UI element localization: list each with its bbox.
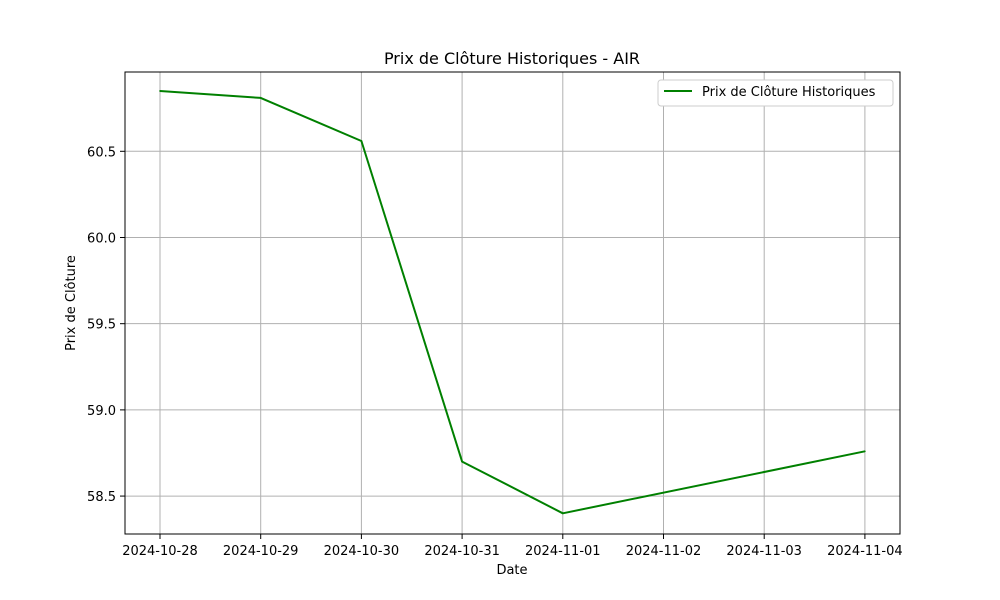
data-point [159, 90, 161, 92]
x-axis-label: Date [496, 563, 527, 578]
y-tick-label: 59.0 [87, 404, 116, 419]
y-tick-label: 60.5 [87, 145, 116, 160]
grid-lines [125, 72, 900, 534]
x-tick-label: 2024-10-28 [122, 544, 198, 559]
legend-label: Prix de Clôture Historiques [702, 85, 876, 100]
y-axis-ticks: 58.5 59.0 59.5 60.0 60.5 [87, 145, 125, 505]
plot-area [125, 72, 900, 534]
series-line [159, 90, 866, 515]
x-tick-label: 2024-11-01 [525, 544, 601, 559]
data-point [360, 140, 363, 142]
data-point [461, 460, 463, 463]
plot-frame [124, 71, 901, 535]
y-tick-label: 59.5 [87, 318, 116, 333]
y-tick-label: 60.0 [87, 231, 116, 246]
x-tick-label: 2024-11-03 [726, 544, 802, 559]
y-tick-label: 58.5 [87, 490, 116, 505]
x-tick-label: 2024-10-29 [223, 544, 299, 559]
x-tick-label: 2024-10-31 [424, 544, 500, 559]
x-tick-label: 2024-10-30 [324, 544, 400, 559]
legend: Prix de Clôture Historiques [657, 79, 894, 107]
data-point [259, 97, 262, 99]
x-tick-label: 2024-11-02 [626, 544, 702, 559]
data-point [864, 450, 866, 453]
legend-box [657, 79, 894, 107]
chart-title: Prix de Clôture Historiques - AIR [384, 49, 640, 68]
series-lines [159, 90, 866, 515]
y-axis-label: Prix de Clôture [64, 255, 79, 351]
x-axis-ticks: 2024-10-28 2024-10-29 2024-10-30 2024-10-31… [122, 534, 903, 559]
x-tick-label: 2024-11-04 [827, 544, 903, 559]
data-point [562, 512, 564, 515]
